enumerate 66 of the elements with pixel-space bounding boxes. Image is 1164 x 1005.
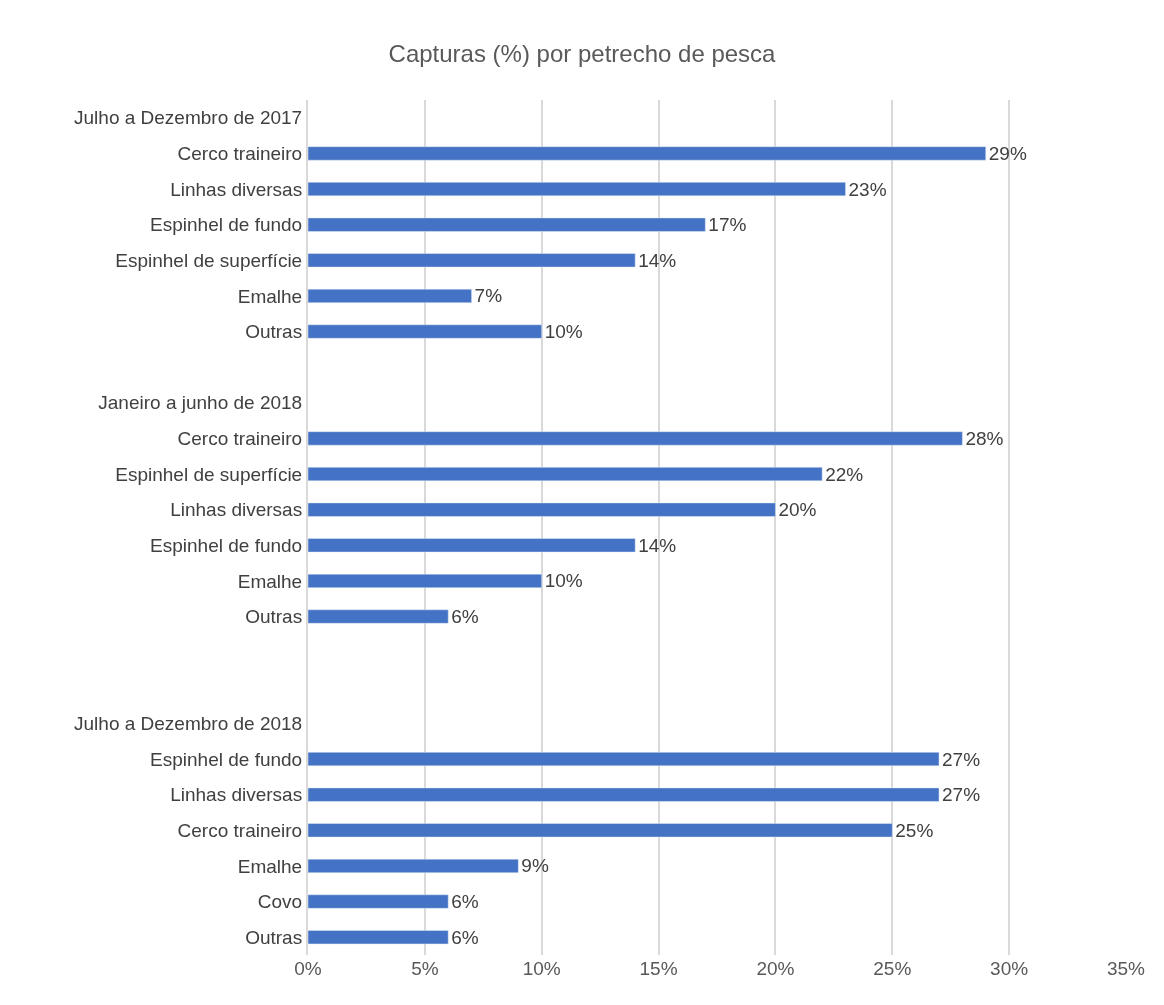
x-tick-label: 20% — [756, 958, 795, 979]
bar — [308, 858, 519, 873]
data-label: 20% — [778, 499, 817, 521]
y-tick-label: Espinhel de superfície — [115, 463, 303, 485]
bar — [308, 253, 636, 268]
y-tick-label: Julho a Dezembro de 2018 — [74, 713, 303, 735]
y-tick-label: Espinhel de superfície — [115, 249, 303, 271]
y-tick-label: Cerco traineiro — [177, 819, 303, 841]
bar — [308, 467, 823, 482]
bar — [308, 609, 449, 624]
bar — [308, 502, 776, 517]
y-tick-label: Outras — [245, 606, 303, 628]
data-label: 10% — [544, 570, 583, 592]
x-tick-label: 30% — [990, 958, 1029, 979]
y-tick-label: Outras — [245, 321, 303, 343]
data-label: 6% — [451, 926, 479, 948]
bar — [308, 324, 542, 339]
x-tick-label: 35% — [1106, 958, 1146, 979]
data-label: 28% — [965, 427, 1004, 449]
y-tick-label: Espinhel de fundo — [150, 534, 303, 556]
data-label: 29% — [988, 142, 1027, 164]
bar — [308, 182, 846, 197]
y-tick-label: Emalhe — [237, 855, 303, 877]
y-tick-label: Julho a Dezembro de 2017 — [74, 107, 303, 129]
y-tick-label: Linhas diversas — [170, 178, 303, 200]
bar — [308, 288, 472, 303]
y-tick-label: Cerco traineiro — [177, 143, 303, 165]
data-label: 7% — [474, 285, 503, 307]
x-tick-label: 5% — [411, 958, 439, 979]
data-label: 14% — [638, 534, 677, 556]
data-label: 6% — [451, 606, 479, 628]
bar — [308, 146, 987, 161]
x-tick-label: 10% — [522, 958, 561, 979]
data-label: 27% — [942, 748, 981, 770]
data-label: 6% — [451, 891, 479, 913]
data-label: 17% — [708, 214, 747, 236]
data-label: 14% — [638, 249, 677, 271]
data-label: 25% — [895, 819, 934, 841]
bar — [308, 752, 940, 767]
y-tick-label: Espinhel de fundo — [150, 214, 303, 236]
data-label: 9% — [521, 855, 549, 877]
bar — [308, 894, 449, 909]
y-tick-label: Linhas diversas — [170, 499, 303, 521]
data-label: 10% — [544, 321, 583, 343]
y-tick-label: Emalhe — [237, 285, 303, 307]
x-tick-label: 0% — [294, 958, 322, 979]
x-tick-label: 15% — [639, 958, 678, 979]
y-tick-label: Emalhe — [237, 570, 303, 592]
y-tick-label: Janeiro a junho de 2018 — [98, 392, 303, 414]
y-tick-label: Linhas diversas — [170, 784, 303, 806]
y-tick-label: Cerco traineiro — [177, 428, 303, 450]
bar — [308, 787, 940, 802]
bar — [308, 823, 893, 838]
y-tick-label: Covo — [257, 891, 303, 913]
chart-title: Capturas (%) por petrecho de pesca — [388, 40, 777, 68]
data-label: 27% — [942, 784, 981, 806]
bar — [308, 930, 449, 945]
bar — [308, 217, 706, 232]
x-tick-label: 25% — [873, 958, 912, 979]
y-tick-label: Outras — [245, 926, 303, 948]
bar — [308, 538, 636, 553]
y-tick-label: Espinhel de fundo — [150, 748, 303, 770]
bar — [308, 573, 542, 588]
data-label: 23% — [848, 178, 887, 200]
bar — [308, 431, 963, 446]
data-label: 22% — [825, 463, 864, 485]
